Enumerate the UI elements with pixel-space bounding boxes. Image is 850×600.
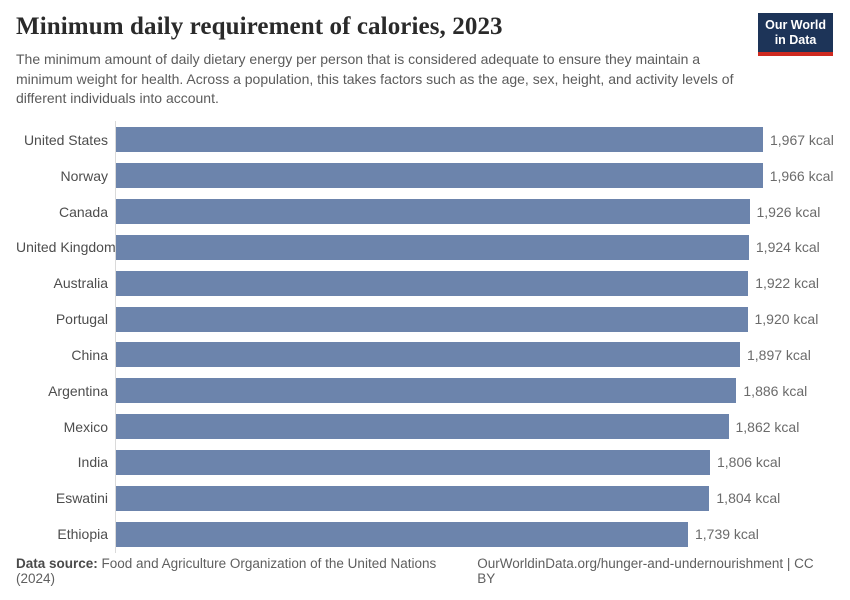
bar[interactable] <box>116 485 710 511</box>
chart-row: Portugal 1,920 kcal <box>16 301 834 337</box>
country-label: United States <box>23 131 108 148</box>
country-label: Canada <box>58 203 108 220</box>
bar-value-label: 1,739 kcal <box>695 526 759 543</box>
chart-footer: Data source: Food and Agriculture Organi… <box>16 556 834 586</box>
bar[interactable] <box>116 270 749 296</box>
chart-row: Argentina 1,886 kcal <box>16 373 834 409</box>
data-source-text: Data source: Food and Agriculture Organi… <box>16 556 477 586</box>
bar-zone: 1,739 kcal <box>116 521 834 547</box>
country-label: United Kingdom <box>16 239 116 256</box>
country-label: Argentina <box>48 382 108 399</box>
bar[interactable] <box>116 378 737 404</box>
chart-row: China 1,897 kcal <box>16 337 834 373</box>
data-source-value: Food and Agriculture Organization of the… <box>16 556 437 586</box>
bar-zone: 1,920 kcal <box>116 306 834 332</box>
bar-zone: 1,804 kcal <box>116 485 834 511</box>
chart-header: Minimum daily requirement of calories, 2… <box>0 0 850 109</box>
chart-row: Ethiopia 1,739 kcal <box>16 516 834 552</box>
bar[interactable] <box>116 342 740 368</box>
bar-zone: 1,926 kcal <box>116 199 834 225</box>
bar-value-label: 1,967 kcal <box>770 131 834 148</box>
bar-zone: 1,922 kcal <box>116 270 834 296</box>
bar[interactable] <box>116 199 750 225</box>
bar-value-label: 1,886 kcal <box>743 382 808 399</box>
bar-value-label: 1,966 kcal <box>769 167 834 184</box>
country-label: China <box>71 346 108 363</box>
chart-row: Eswatini 1,804 kcal <box>16 480 834 516</box>
bar[interactable] <box>116 521 688 547</box>
bar[interactable] <box>116 127 763 153</box>
y-axis-line <box>115 121 116 553</box>
bar-value-label: 1,806 kcal <box>717 454 781 471</box>
bar-chart: United States 1,967 kcal Norway 1,966 kcal C… <box>16 121 834 553</box>
chart-row: United States 1,967 kcal <box>16 122 834 158</box>
chart-row: India 1,806 kcal <box>16 444 834 480</box>
bar-zone: 1,967 kcal <box>116 127 834 153</box>
bar[interactable] <box>116 449 710 475</box>
bar-value-label: 1,862 kcal <box>735 418 800 435</box>
data-source-label: Data source: <box>16 556 98 571</box>
chart-rows: United States 1,967 kcal Norway 1,966 kcal C… <box>16 122 834 552</box>
bar-zone: 1,806 kcal <box>116 449 834 475</box>
chart-subtitle: The minimum amount of daily dietary ener… <box>16 51 734 107</box>
chart-title: Minimum daily requirement of calories, 2… <box>16 13 503 40</box>
chart-row: Norway 1,966 kcal <box>16 158 834 194</box>
our-world-in-data-logo: Our World in Data <box>758 13 833 56</box>
chart-row: United Kingdom 1,924 kcal <box>16 229 834 265</box>
bar[interactable] <box>116 234 749 260</box>
bar-value-label: 1,804 kcal <box>716 490 781 507</box>
chart-row: Mexico 1,862 kcal <box>16 409 834 445</box>
bar-zone: 1,924 kcal <box>116 234 834 260</box>
country-label: Australia <box>53 275 108 292</box>
bar[interactable] <box>116 414 729 440</box>
bar-zone: 1,862 kcal <box>116 414 834 440</box>
attribution-text: OurWorldinData.org/hunger-and-undernouri… <box>477 556 814 586</box>
bar[interactable] <box>116 306 748 332</box>
country-label: Eswatini <box>55 490 108 507</box>
logo-line-1: Our World <box>765 18 826 32</box>
country-label: Mexico <box>63 418 108 435</box>
chart-row: Australia 1,922 kcal <box>16 265 834 301</box>
bar-zone: 1,966 kcal <box>116 163 834 189</box>
bar-value-label: 1,897 kcal <box>747 346 811 363</box>
bar-zone: 1,886 kcal <box>116 378 834 404</box>
bar[interactable] <box>116 163 763 189</box>
bar-zone: 1,897 kcal <box>116 342 834 368</box>
country-label: Norway <box>60 167 108 184</box>
bar-value-label: 1,922 kcal <box>755 275 820 292</box>
bar-value-label: 1,926 kcal <box>756 203 821 220</box>
bar-value-label: 1,924 kcal <box>755 239 820 256</box>
country-label: Ethiopia <box>57 526 108 543</box>
chart-row: Canada 1,926 kcal <box>16 194 834 230</box>
bar-value-label: 1,920 kcal <box>754 311 819 328</box>
country-label: Portugal <box>55 311 108 328</box>
logo-line-2: in Data <box>774 32 817 47</box>
country-label: India <box>77 454 108 471</box>
